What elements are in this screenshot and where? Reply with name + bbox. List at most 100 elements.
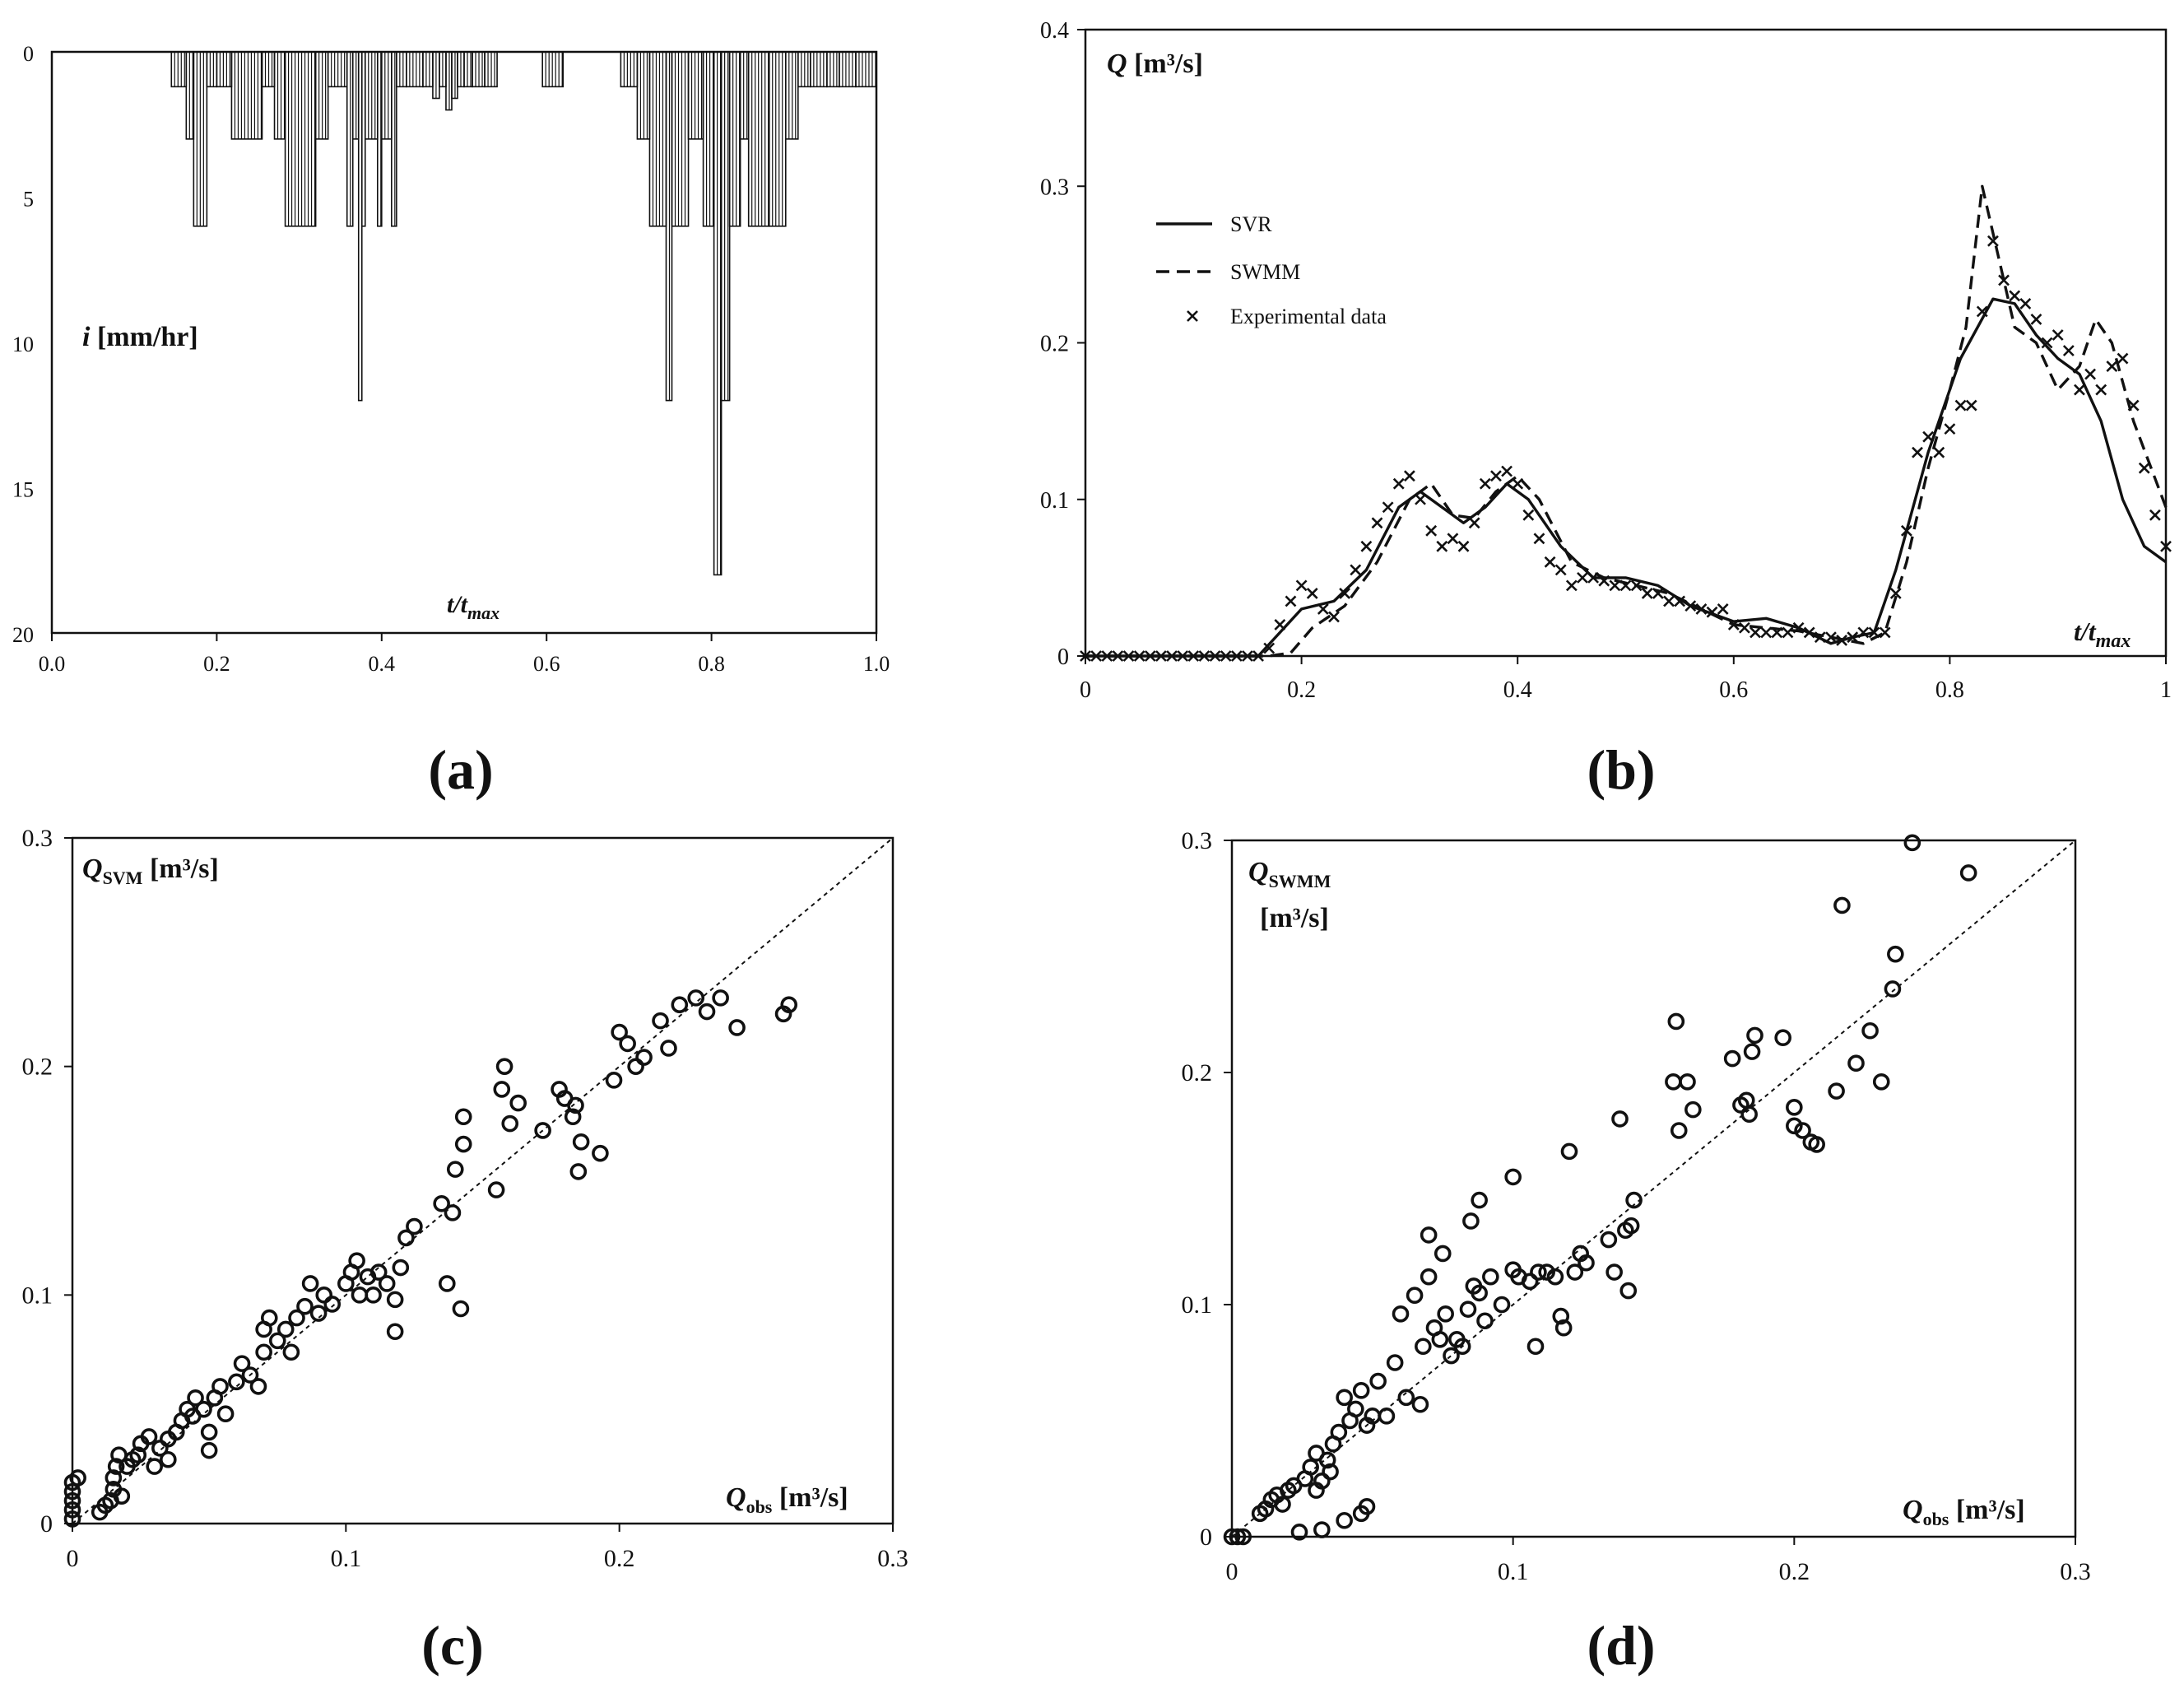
scatter-point xyxy=(365,1287,382,1304)
scatter-point xyxy=(1600,1231,1618,1249)
experimental-point xyxy=(1879,626,1891,639)
x-tick-label: 0.6 xyxy=(1719,677,1748,703)
experimental-point xyxy=(1803,626,1815,639)
experimental-point xyxy=(2041,337,2053,349)
panel-d-ylabel-line1: QSWMM xyxy=(1248,857,1331,891)
scatter-point xyxy=(1665,1072,1682,1091)
experimental-point xyxy=(1954,399,1967,412)
x-tick-label: 0.8 xyxy=(1935,677,1964,703)
scatter-point xyxy=(1828,1082,1845,1100)
panel-d-x-ticks: 0 0.1 0.2 0.3 xyxy=(1226,1537,2091,1585)
scatter-point xyxy=(129,1446,147,1463)
legend-label: SVR xyxy=(1230,212,1272,236)
experimental-point xyxy=(1889,587,1902,599)
panel-a-xlabel: t/tmax xyxy=(447,591,500,623)
scatter-point xyxy=(501,1114,519,1133)
scatter-point xyxy=(69,1469,86,1487)
scatter-point xyxy=(660,1040,677,1057)
experimental-point xyxy=(1522,509,1535,521)
x-tick-label: 0.4 xyxy=(1503,677,1532,703)
experimental-point xyxy=(1933,446,1945,458)
scatter-point xyxy=(1318,1451,1336,1469)
panel-c-y-ticks: 0 0.1 0.2 0.3 xyxy=(22,825,72,1538)
scatter-point xyxy=(348,1252,365,1269)
panel-d-swmm-scatter: 0 0.1 0.2 0.3 0 0.1 0.2 0.3 QSWMM [m³/s] Qobs … xyxy=(1182,827,2091,1585)
scatter-point xyxy=(728,1019,746,1036)
scatter-point xyxy=(687,989,705,1007)
scatter-point xyxy=(1431,1331,1449,1348)
x-tick-label: 0.2 xyxy=(604,1545,635,1572)
scatter-point xyxy=(1847,1054,1865,1072)
scatter-point xyxy=(534,1122,551,1139)
experimental-point xyxy=(1706,606,1718,618)
scatter-point xyxy=(433,1194,450,1212)
panel-c-ylabel: QSVM [m³/s] xyxy=(82,854,219,888)
experimental-point xyxy=(1415,493,1426,505)
x-tick-label: 0.2 xyxy=(1287,677,1316,703)
scatter-point xyxy=(454,1108,472,1126)
rain-bar xyxy=(206,51,218,88)
experimental-point xyxy=(1252,650,1264,662)
experimental-point xyxy=(1479,477,1491,490)
scatter-point xyxy=(107,1458,125,1475)
y-tick-label: 0.3 xyxy=(22,825,53,852)
experimental-point xyxy=(1512,477,1524,490)
panel-c-reference-line xyxy=(72,837,894,1524)
experimental-point xyxy=(1965,399,1977,412)
experimental-point xyxy=(1900,524,1912,537)
rain-bar xyxy=(391,51,397,227)
scatter-point xyxy=(1959,864,1977,882)
experimental-point xyxy=(1739,621,1750,634)
experimental-point xyxy=(1684,600,1697,612)
y-tick-label: 0 xyxy=(1200,1524,1212,1551)
y-tick-label: 10 xyxy=(12,333,34,356)
x-tick-label: 0.3 xyxy=(2060,1558,2091,1585)
scatter-point xyxy=(233,1355,251,1372)
experimental-point xyxy=(1652,587,1664,599)
scatter-point xyxy=(351,1287,369,1304)
experimental-point xyxy=(1792,621,1805,634)
scatter-point xyxy=(1223,1528,1241,1546)
panel-a-bars xyxy=(170,51,877,576)
experimental-point xyxy=(1447,533,1459,545)
panel-d-xlabel: Qobs [m³/s] xyxy=(1903,1495,2025,1529)
scatter-point xyxy=(1578,1254,1595,1272)
scatter-point xyxy=(211,1378,229,1395)
scatter-point xyxy=(1743,1043,1761,1060)
experimental-point xyxy=(1403,470,1415,482)
scatter-point xyxy=(567,1096,584,1114)
scatter-point xyxy=(1794,1122,1811,1139)
panel-a-x-ticks: 0.0 0.2 0.4 0.6 0.8 1.0 xyxy=(39,633,890,676)
y-tick-label: 0.3 xyxy=(1182,827,1213,854)
experimental-point xyxy=(2127,399,2140,412)
experimental-point xyxy=(1577,571,1588,584)
experimental-point xyxy=(1814,631,1826,644)
rain-bar xyxy=(648,51,667,227)
legend-label: Experimental data xyxy=(1230,305,1387,328)
panel-d-ylabel-line2: [m³/s] xyxy=(1260,903,1329,933)
scatter-point xyxy=(63,1491,81,1510)
scatter-point xyxy=(1386,1354,1404,1371)
experimental-point xyxy=(1544,556,1556,568)
scatter-point xyxy=(1434,1245,1452,1263)
experimental-point xyxy=(1090,650,1103,662)
experimental-point xyxy=(1295,579,1308,592)
svr-line xyxy=(1085,297,2167,658)
scatter-point xyxy=(1861,1021,1879,1040)
scatter-point xyxy=(438,1275,456,1292)
experimental-point xyxy=(1587,571,1600,584)
experimental-point xyxy=(1209,650,1221,662)
scatter-point xyxy=(1476,1312,1494,1330)
panel-b-hydrograph: 0 0.1 0.2 0.3 0.4 0 0.2 0.4 0.6 0.8 1 SVR SWMM Expe… xyxy=(1040,18,2172,703)
experimental-point xyxy=(1717,603,1729,615)
scatter-point xyxy=(151,1440,169,1457)
experimental-point xyxy=(1112,650,1124,662)
scatter-point xyxy=(1504,1168,1522,1186)
scatter-point xyxy=(378,1275,396,1292)
experimental-point xyxy=(1144,650,1156,662)
scatter-point xyxy=(1619,1282,1638,1300)
x-tick-label: 0 xyxy=(1226,1558,1238,1585)
x-tick-label: 0 xyxy=(1080,677,1091,703)
experimental-point xyxy=(1836,635,1848,646)
experimental-point xyxy=(1371,517,1383,529)
